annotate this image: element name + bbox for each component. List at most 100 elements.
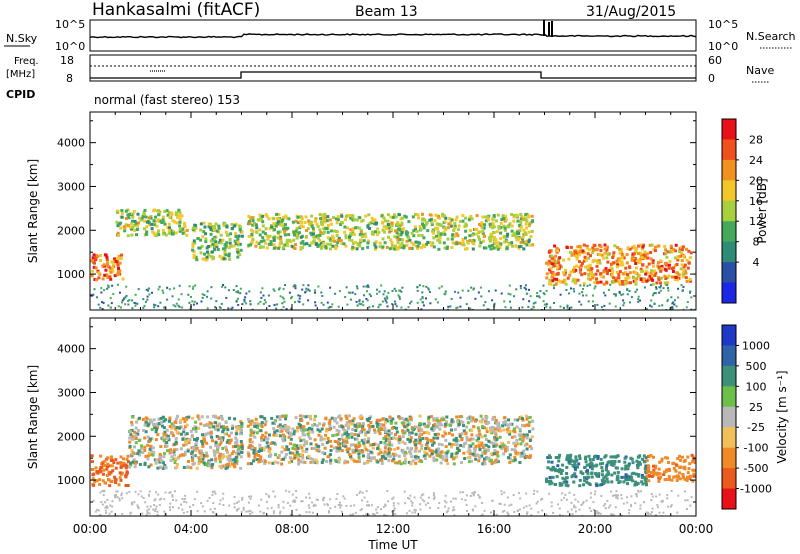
data-cell [285, 308, 288, 310]
data-cell [523, 241, 527, 245]
data-cell [223, 249, 227, 253]
data-cell [674, 276, 678, 279]
data-cell [355, 285, 358, 288]
data-cell [664, 268, 668, 272]
data-cell [497, 227, 501, 231]
data-cell [645, 307, 648, 310]
data-cell [683, 263, 687, 267]
data-cell [224, 230, 228, 234]
data-cell [663, 274, 667, 278]
data-cell [121, 277, 125, 281]
data-cell [619, 263, 622, 267]
data-cell [650, 299, 653, 302]
data-cell [626, 496, 628, 499]
data-cell [357, 452, 361, 456]
data-cell [490, 235, 494, 239]
data-cell [436, 238, 440, 242]
data-cell [445, 451, 449, 455]
data-cell [430, 427, 434, 431]
data-cell [391, 417, 395, 421]
data-cell [368, 504, 370, 507]
data-cell [245, 510, 248, 513]
data-cell [344, 437, 348, 441]
data-cell [472, 242, 476, 246]
data-cell [344, 414, 348, 418]
data-cell [612, 462, 616, 465]
data-cell [311, 460, 315, 464]
data-cell [655, 473, 659, 477]
data-cell [652, 468, 656, 472]
data-cell [335, 234, 339, 238]
data-cell [137, 439, 141, 442]
data-cell [260, 459, 263, 463]
data-cell [481, 502, 483, 504]
data-cell [212, 502, 215, 504]
data-cell [182, 511, 185, 514]
data-cell [498, 502, 501, 505]
data-cell [445, 421, 449, 424]
data-cell [302, 443, 306, 447]
data-cell [173, 420, 177, 424]
data-cell [193, 241, 197, 245]
data-cell [115, 272, 119, 276]
data-cell [366, 504, 368, 507]
data-cell [351, 228, 355, 232]
data-cell [503, 228, 507, 232]
data-cell [204, 240, 208, 244]
data-cell [305, 229, 309, 232]
data-cell [527, 238, 531, 242]
data-cell [686, 266, 690, 270]
data-cell [496, 426, 500, 430]
data-cell [185, 501, 188, 504]
data-cell [401, 429, 404, 433]
data-cell [587, 248, 591, 252]
data-cell [222, 497, 225, 500]
data-cell [143, 304, 146, 307]
data-cell [430, 221, 434, 225]
data-cell [480, 221, 484, 225]
data-cell [165, 209, 169, 213]
data-cell [671, 307, 674, 310]
data-cell [488, 222, 492, 226]
data-cell [591, 458, 595, 462]
data-cell [449, 224, 453, 228]
data-cell [668, 260, 672, 263]
data-cell [191, 226, 195, 230]
data-cell [292, 500, 294, 503]
data-cell [266, 437, 270, 441]
data-cell [422, 422, 426, 426]
data-cell [129, 430, 132, 434]
data-cell [649, 257, 653, 261]
data-cell [343, 459, 347, 463]
data-cell [102, 494, 105, 497]
data-cell [611, 494, 614, 497]
data-cell [119, 221, 123, 225]
data-cell [282, 506, 285, 509]
data-cell [490, 244, 494, 247]
data-cell [268, 449, 272, 453]
data-cell [410, 241, 414, 245]
data-cell [525, 284, 527, 287]
data-cell [323, 216, 327, 220]
data-cell [131, 437, 135, 441]
data-cell [211, 493, 214, 496]
data-cell [359, 229, 363, 233]
data-cell [218, 443, 222, 447]
data-cell [370, 216, 374, 220]
data-cell [414, 227, 417, 231]
data-cell [612, 251, 616, 255]
data-cell [461, 241, 465, 244]
data-cell [602, 256, 606, 260]
data-cell [207, 464, 211, 468]
data-cell [492, 426, 496, 430]
data-cell [351, 245, 355, 249]
data-cell [164, 306, 167, 309]
nave-tick-top: 60 [708, 54, 722, 67]
data-cell [401, 435, 405, 439]
data-cell [221, 430, 225, 434]
data-cell [620, 475, 624, 479]
data-cell [265, 500, 268, 503]
data-cell [572, 265, 576, 269]
data-cell [404, 457, 408, 461]
data-cell [305, 447, 309, 451]
